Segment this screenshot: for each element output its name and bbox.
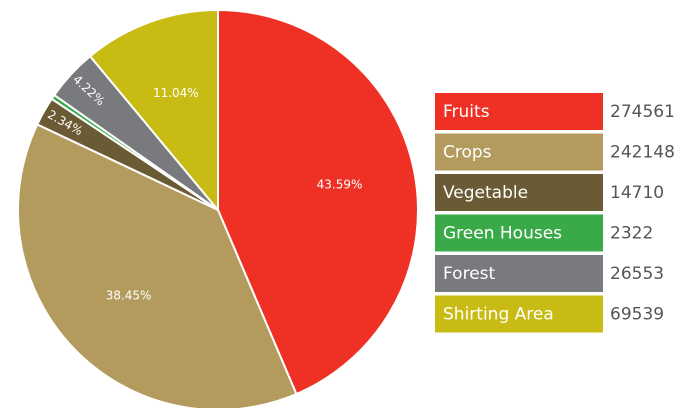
legend-swatch xyxy=(435,295,603,333)
legend-swatch xyxy=(435,133,603,171)
legend-swatch xyxy=(435,214,603,252)
pie-slice xyxy=(217,8,419,396)
legend-label: Vegetable xyxy=(443,183,528,203)
legend-swatch xyxy=(435,174,603,211)
legend-value: 274561 xyxy=(610,102,675,122)
slice-label: 43.59% xyxy=(317,178,363,192)
legend-value: 14710 xyxy=(610,183,664,203)
legend-label: Crops xyxy=(443,143,492,163)
legend-value: 2322 xyxy=(610,224,653,244)
legend-swatch xyxy=(435,255,603,292)
legend-label: Forest xyxy=(443,264,496,284)
legend-label: Green Houses xyxy=(443,224,562,244)
legend-value: 242148 xyxy=(610,143,675,163)
slice-label: 38.45% xyxy=(106,288,152,302)
slice-label: 0.37% xyxy=(17,69,56,102)
legend-value: 69539 xyxy=(610,305,664,325)
legend-swatch xyxy=(435,93,603,130)
legend-label: Shirting Area xyxy=(443,305,554,325)
legend-label: Fruits xyxy=(443,102,490,122)
legend-value: 26553 xyxy=(610,264,664,284)
pie-slice xyxy=(88,8,219,213)
slice-label: 11.04% xyxy=(153,86,199,100)
pie-slice xyxy=(17,123,298,408)
